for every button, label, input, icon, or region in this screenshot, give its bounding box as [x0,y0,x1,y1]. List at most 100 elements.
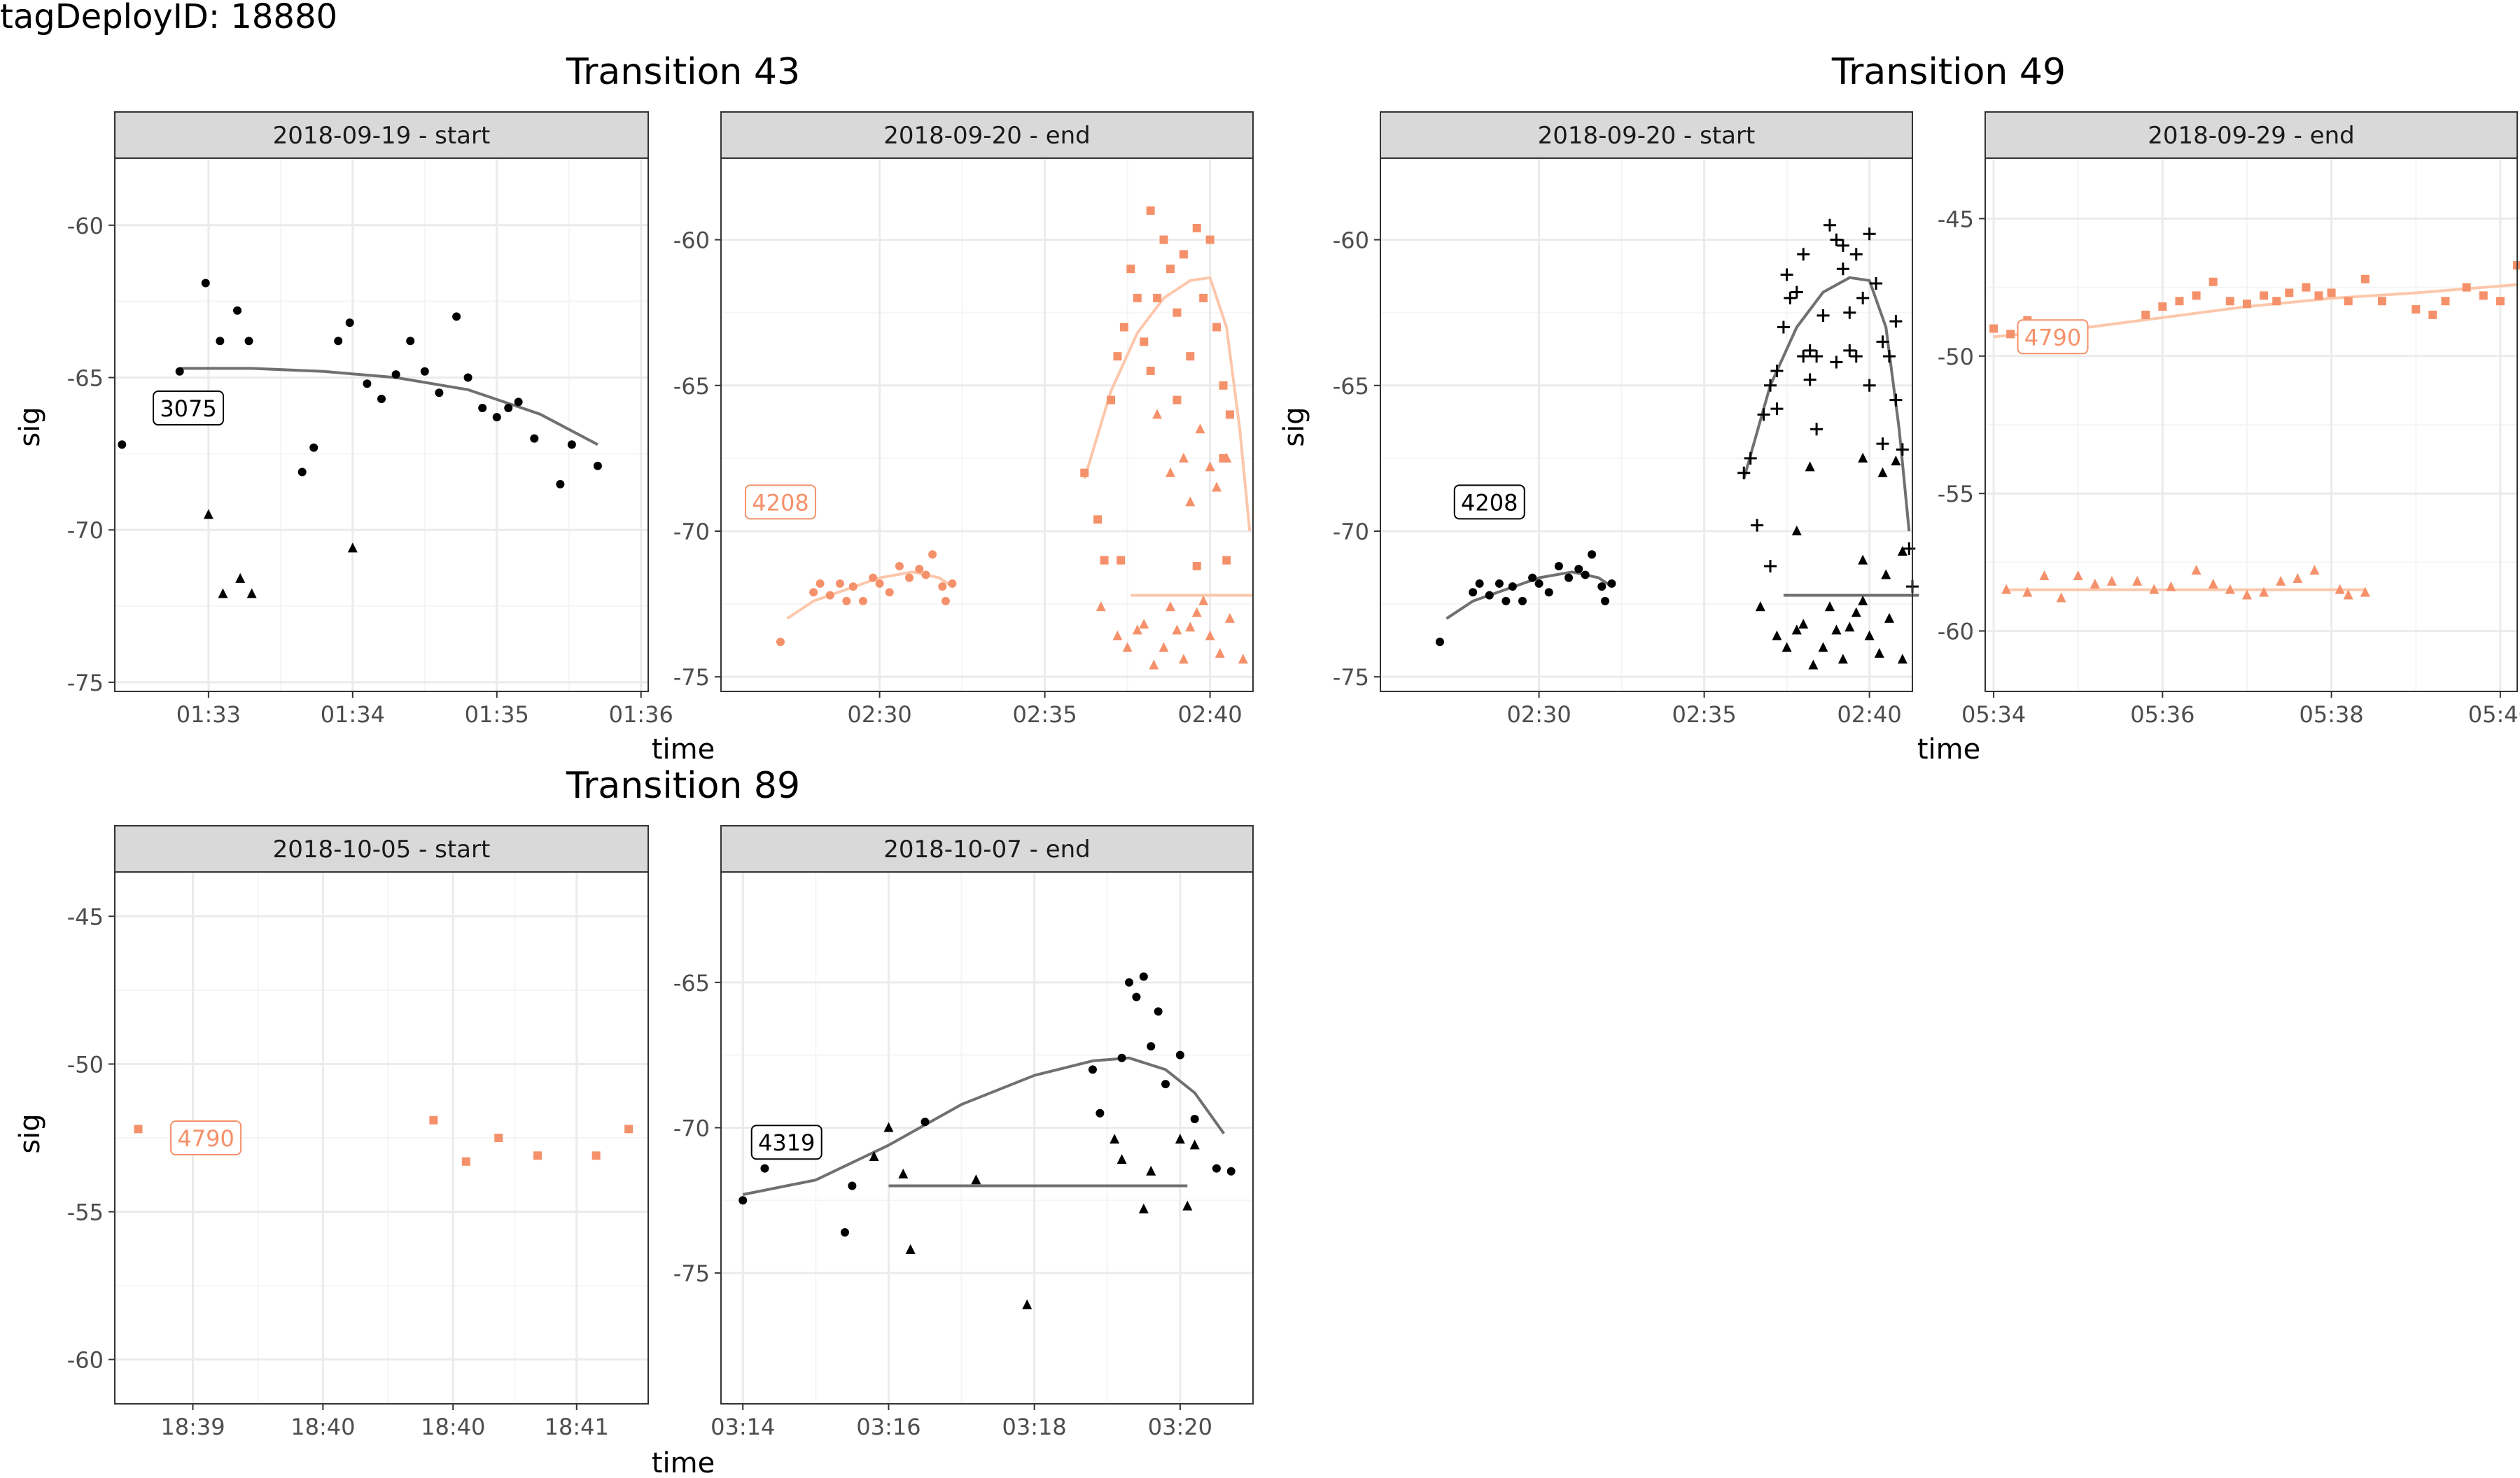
data-point-square [1126,265,1135,274]
data-point-square [1133,293,1142,302]
data-point-triangle [1782,642,1792,652]
data-point-triangle [1185,496,1196,507]
data-point-triangle [1116,1154,1127,1164]
panel-border [720,871,1254,1405]
data-point-triangle [1818,642,1828,652]
data-point-circle [1564,573,1574,582]
panel-strip [114,825,649,873]
panel-strip [114,111,649,159]
data-point-triangle [1165,601,1175,612]
data-point-square [1212,323,1222,332]
data-point-circle [895,561,904,570]
data-point-circle [435,388,444,397]
page-title: tagDeployID: 18880 [0,0,337,36]
y-tick-label: -60 [67,213,104,239]
data-point-square [1080,468,1089,477]
data-point-square [2360,274,2370,283]
panel-strip-label: 2018-09-20 - end [883,122,1091,150]
data-point-square [1146,206,1155,215]
data-point-square [1093,515,1102,524]
data-point-circle [1088,1065,1097,1074]
y-tick-label: -50 [1938,344,1974,370]
data-point-square [134,1125,143,1134]
data-point-circle [504,404,513,413]
data-point-triangle [1864,630,1875,640]
data-point-circle [920,1118,930,1127]
data-point-triangle [1844,621,1855,632]
y-tick-label: -60 [67,1347,104,1374]
data-point-cross [1843,344,1856,357]
data-point-circle [1096,1108,1105,1118]
data-point-triangle [1884,612,1894,623]
data-point-square [2260,291,2269,300]
data-point-triangle [235,572,246,583]
data-point-cross [1777,321,1790,334]
y-axis-label: sig [1278,407,1310,446]
y-tick-label: -75 [673,664,710,691]
data-point-triangle [1191,607,1202,617]
data-point-triangle [1824,601,1835,612]
data-point-circle [1588,550,1597,559]
data-point-circle [938,582,947,591]
data-point-square [429,1115,438,1125]
panel-strip-label: 2018-09-29 - end [2148,122,2355,150]
data-point-triangle [1837,654,1848,664]
data-point-cross [1856,291,1870,304]
data-point-square [1146,366,1155,375]
x-tick-label: 05:40 [2468,701,2520,728]
panel-strip-label: 2018-09-20 - start [1538,122,1756,150]
data-point-square [1107,395,1116,404]
data-point-triangle [2073,570,2083,581]
y-tick-label: -75 [67,670,104,696]
series-label: 4208 [1461,489,1518,516]
data-point-triangle [1772,630,1782,640]
data-point-cross [1797,350,1810,363]
data-point-cross [1843,306,1856,319]
data-point-cross [1764,559,1777,572]
data-point-triangle [2309,565,2320,575]
data-point-square [2006,330,2015,339]
y-tick-label: -70 [673,519,710,545]
data-point-cross [1816,309,1830,322]
data-point-cross [1810,423,1823,436]
panel-strip [1984,111,2518,159]
y-tick-label: -65 [1333,373,1369,400]
data-point-triangle [2191,565,2202,575]
x-tick-label: 01:33 [176,701,241,728]
data-point-circle [530,434,539,443]
data-point-circle [1117,1053,1126,1062]
data-point-circle [118,440,127,449]
data-point-triangle [1214,647,1225,658]
data-point-circle [1139,972,1148,981]
data-point-triangle [1881,569,1891,579]
data-point-circle [334,337,343,346]
data-point-triangle [218,588,228,598]
x-tick-label: 18:39 [160,1414,225,1440]
data-point-triangle [1110,1134,1120,1144]
data-point-triangle [203,509,214,519]
data-point-triangle [1222,452,1232,463]
data-point-square [2462,283,2471,292]
panel-border [1380,157,1913,692]
data-point-cross [1863,227,1876,241]
x-tick-label: 05:36 [2130,701,2194,728]
data-point-circle [760,1164,769,1173]
series-label: 4319 [758,1129,815,1156]
data-point-circle [1574,565,1583,574]
data-point-circle [1435,638,1444,647]
data-point-circle [478,404,487,413]
data-point-triangle [1798,619,1809,629]
data-point-triangle [1198,595,1209,605]
y-tick-label: -70 [67,517,104,544]
data-point-triangle [1022,1299,1032,1309]
data-point-circle [201,279,210,288]
data-point-triangle [1791,624,1802,635]
y-tick-label: -50 [67,1051,104,1078]
data-point-triangle [1238,654,1248,664]
data-point-cross [1770,402,1784,416]
data-point-triangle [2292,572,2303,583]
data-point-cross [1810,350,1823,363]
data-point-square [2496,297,2505,306]
data-point-triangle [1158,642,1169,652]
data-point-triangle [2334,584,2345,594]
